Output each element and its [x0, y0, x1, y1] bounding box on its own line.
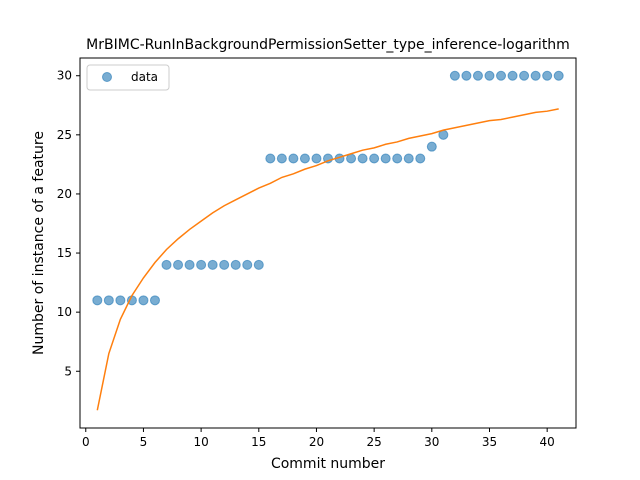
x-tick-label: 20 — [309, 435, 324, 449]
x-axis-label: Commit number — [271, 456, 385, 472]
data-point — [392, 153, 403, 164]
y-tick-label: 20 — [57, 187, 72, 201]
x-tick-label: 40 — [540, 435, 555, 449]
y-tick-label: 25 — [57, 128, 72, 142]
data-point — [403, 153, 414, 164]
x-tick-label: 5 — [140, 435, 148, 449]
data-point — [299, 153, 310, 164]
y-axis: 5 10 15 20 25 30 — [57, 69, 80, 378]
data-point — [507, 70, 518, 81]
data-point — [196, 259, 207, 270]
data-point — [484, 70, 495, 81]
data-point — [461, 70, 472, 81]
x-axis: 0 5 10 15 20 25 30 35 40 — [82, 428, 555, 449]
y-tick-label: 10 — [57, 305, 72, 319]
legend-label: data — [131, 70, 158, 84]
data-point — [357, 153, 368, 164]
data-point — [369, 153, 380, 164]
data-point — [380, 153, 391, 164]
data-point — [184, 259, 195, 270]
chart-title: MrBIMC-RunInBackgroundPermissionSetter_t… — [86, 37, 570, 53]
data-point — [253, 259, 264, 270]
x-tick-label: 10 — [193, 435, 208, 449]
data-point — [265, 153, 276, 164]
plot-frame — [79, 57, 577, 429]
x-tick-label: 30 — [424, 435, 439, 449]
data-point — [276, 153, 287, 164]
data-point — [103, 295, 114, 306]
data-point — [519, 70, 530, 81]
data-point — [207, 259, 218, 270]
data-point — [496, 70, 507, 81]
data-point — [426, 141, 437, 152]
data-point — [288, 153, 299, 164]
data-point — [161, 259, 172, 270]
data-point — [219, 259, 230, 270]
data-point — [415, 153, 426, 164]
data-point — [542, 70, 553, 81]
data-point — [115, 295, 126, 306]
y-axis-label: Number of instance of a feature — [31, 131, 47, 355]
plot-area — [92, 70, 564, 411]
x-tick-label: 15 — [251, 435, 266, 449]
data-point — [530, 70, 541, 81]
data-point — [472, 70, 483, 81]
data-point — [173, 259, 184, 270]
legend: data — [86, 64, 170, 91]
data-point — [242, 259, 253, 270]
y-tick-label: 5 — [64, 364, 72, 378]
legend-marker — [102, 72, 112, 82]
x-tick-label: 0 — [82, 435, 90, 449]
data-point — [311, 153, 322, 164]
data-point — [449, 70, 460, 81]
data-point — [138, 295, 149, 306]
y-tick-label: 15 — [57, 246, 72, 260]
data-point — [149, 295, 160, 306]
data-point — [553, 70, 564, 81]
legend-box — [86, 64, 170, 91]
x-tick-label: 35 — [482, 435, 497, 449]
data-point — [230, 259, 241, 270]
x-tick-label: 25 — [366, 435, 381, 449]
y-tick-label: 30 — [57, 69, 72, 83]
data-point — [92, 295, 103, 306]
fit-line — [96, 108, 559, 411]
